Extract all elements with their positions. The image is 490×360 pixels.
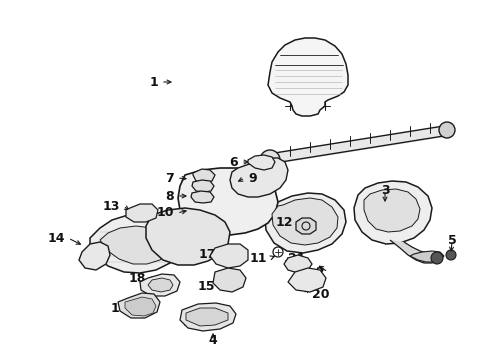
Polygon shape (265, 193, 346, 253)
Text: 6: 6 (229, 156, 238, 168)
Polygon shape (248, 155, 275, 170)
Polygon shape (354, 181, 432, 244)
Polygon shape (146, 208, 230, 265)
Text: 14: 14 (48, 231, 65, 244)
Polygon shape (390, 240, 436, 263)
Polygon shape (100, 226, 170, 264)
Text: 15: 15 (197, 279, 215, 292)
Text: 5: 5 (448, 234, 456, 247)
Polygon shape (364, 189, 420, 232)
Polygon shape (192, 180, 214, 192)
Polygon shape (178, 168, 278, 235)
Polygon shape (213, 268, 246, 292)
Polygon shape (268, 38, 348, 116)
Polygon shape (410, 251, 444, 262)
Text: 13: 13 (102, 199, 120, 212)
Text: 11: 11 (249, 252, 267, 265)
Polygon shape (296, 218, 316, 234)
Polygon shape (262, 125, 450, 165)
Text: 20: 20 (312, 288, 329, 302)
Circle shape (431, 252, 443, 264)
Text: 17: 17 (198, 248, 216, 261)
Text: 1: 1 (149, 76, 158, 89)
Text: 2: 2 (316, 266, 325, 279)
Text: 21: 21 (288, 252, 305, 265)
Circle shape (446, 250, 456, 260)
Polygon shape (79, 242, 110, 270)
Text: 12: 12 (275, 216, 293, 229)
Polygon shape (186, 308, 228, 326)
Polygon shape (272, 198, 338, 245)
Circle shape (260, 150, 280, 170)
Text: 7: 7 (165, 171, 174, 184)
Polygon shape (118, 293, 160, 318)
Polygon shape (126, 204, 158, 222)
Polygon shape (90, 213, 184, 273)
Polygon shape (125, 297, 156, 316)
Polygon shape (193, 169, 215, 183)
Text: 9: 9 (248, 171, 257, 184)
Polygon shape (140, 274, 180, 296)
Text: 19: 19 (183, 316, 200, 329)
Polygon shape (148, 278, 173, 292)
Text: 3: 3 (381, 184, 390, 197)
Polygon shape (210, 244, 248, 268)
Text: 8: 8 (166, 189, 174, 202)
Text: 18: 18 (128, 271, 146, 284)
Circle shape (439, 122, 455, 138)
Polygon shape (191, 191, 214, 203)
Polygon shape (288, 268, 326, 292)
Polygon shape (284, 255, 312, 273)
Text: 10: 10 (156, 207, 174, 220)
Text: 4: 4 (209, 333, 218, 346)
Polygon shape (230, 158, 288, 197)
Text: 16: 16 (111, 302, 128, 315)
Polygon shape (180, 303, 236, 331)
